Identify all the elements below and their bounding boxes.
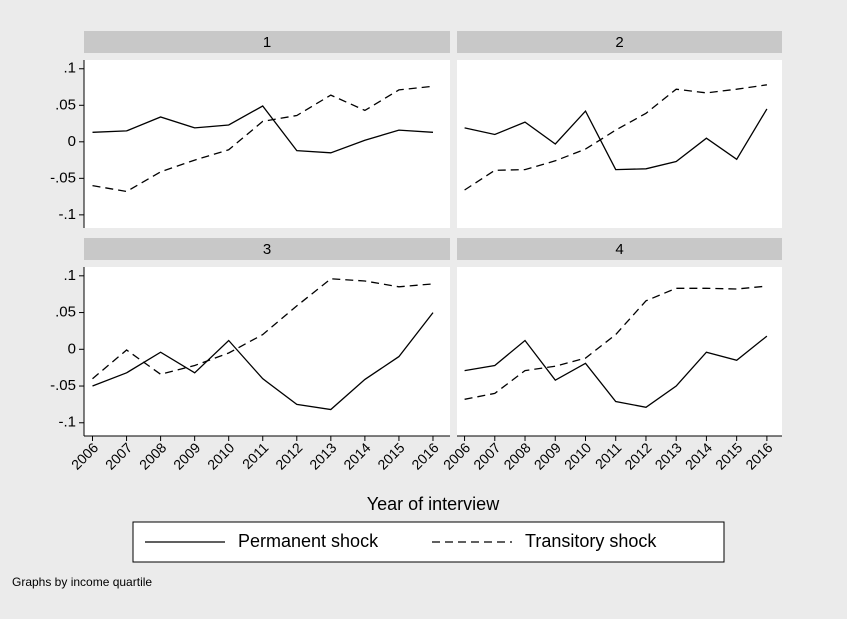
legend-label: Permanent shock	[238, 531, 379, 551]
legend	[132, 521, 725, 563]
plot-area	[84, 60, 450, 228]
panel-header	[84, 31, 450, 53]
series-line	[464, 335, 768, 408]
note: Graphs by income quartile	[12, 575, 152, 589]
plot-area	[457, 267, 782, 436]
panel-title: 4	[615, 241, 623, 258]
y-tick-label: .1	[63, 60, 76, 77]
panel-header	[457, 238, 782, 260]
series-line	[464, 285, 767, 400]
y-tick-label: -.05	[50, 169, 76, 186]
legend-label: Transitory shock	[525, 531, 657, 551]
panel-header	[457, 31, 782, 53]
panel-header	[84, 238, 450, 260]
series-line	[92, 278, 434, 380]
x-axis-title: Year of interview	[367, 494, 500, 514]
panel-title: 3	[263, 241, 271, 258]
series-line	[464, 108, 768, 171]
series-line	[92, 85, 434, 193]
y-tick-label: 0	[68, 133, 76, 150]
series-line	[92, 312, 434, 411]
y-tick-label: -.1	[58, 206, 76, 223]
y-tick-label: .05	[55, 96, 76, 113]
panel-title: 2	[615, 34, 623, 51]
plot-area	[84, 267, 450, 436]
y-tick-label: -.05	[50, 377, 76, 394]
series-line	[92, 105, 434, 154]
y-tick-label: -.1	[58, 414, 76, 431]
series-line	[464, 84, 767, 191]
y-tick-label: 0	[68, 340, 76, 357]
y-tick-label: .1	[63, 267, 76, 284]
plot-area	[457, 60, 782, 228]
panel-title: 1	[263, 34, 271, 51]
y-tick-label: .05	[55, 304, 76, 321]
